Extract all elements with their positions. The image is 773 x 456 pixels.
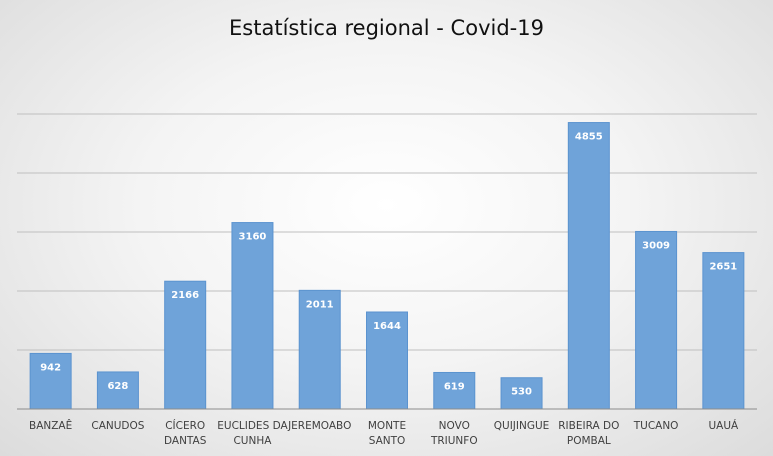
category-label-line: CANUDOS: [91, 420, 144, 432]
category-label-line: CÍCERO: [165, 419, 205, 432]
bar: [29, 352, 72, 410]
bar: [433, 371, 476, 410]
category-label: CÍCERO DANTAS: [164, 419, 207, 447]
category-label-line: UAUÁ: [708, 419, 739, 432]
bar: [298, 289, 341, 410]
data-label: 2011: [306, 299, 334, 310]
category-label-line: POMBAL: [567, 435, 611, 447]
bar: [635, 230, 678, 410]
category-label-line: JEREMOABO: [287, 420, 351, 432]
data-label: 2651: [709, 262, 737, 273]
category-label: EUCLIDES DA CUNHA: [217, 420, 288, 447]
category-label-line: SANTO: [369, 435, 406, 447]
category-label: QUIJINGUE: [494, 420, 550, 432]
category-label-line: TUCANO: [633, 420, 679, 432]
data-label: 1644: [373, 321, 401, 332]
bar: [366, 311, 408, 410]
category-label: BANZAÊ: [29, 419, 72, 432]
bar: [500, 377, 543, 410]
category-label: JEREMOABO: [287, 420, 351, 432]
category-label-line: MONTE: [368, 420, 406, 432]
category-label-line: RIBEIRA DO: [558, 420, 619, 432]
bar: [702, 252, 745, 410]
category-label-line: NOVO: [439, 420, 470, 432]
category-label-line: BANZAÊ: [29, 419, 72, 432]
category-label-line: TRIUNFO: [430, 435, 478, 447]
category-label: MONTE SANTO: [368, 420, 406, 447]
data-label: 3160: [239, 232, 267, 243]
data-label: 628: [107, 381, 128, 392]
category-label: UAUÁ: [708, 419, 739, 432]
data-label: 3009: [642, 240, 670, 251]
category-label: CANUDOS: [91, 420, 144, 432]
chart-title: Estatística regional - Covid-19: [229, 16, 544, 40]
data-label: 530: [511, 387, 532, 398]
category-label-line: DANTAS: [164, 435, 207, 447]
category-label-line: QUIJINGUE: [494, 420, 550, 432]
category-label-line: EUCLIDES DA: [217, 420, 288, 432]
category-label: TUCANO: [633, 420, 679, 432]
data-label: 4855: [575, 132, 603, 143]
bar: [164, 280, 207, 410]
data-label: 942: [40, 362, 61, 373]
bar: [567, 122, 610, 410]
category-label: NOVO TRIUNFO: [430, 420, 478, 447]
data-label: 619: [444, 381, 465, 392]
data-label: 2166: [171, 290, 199, 301]
category-label-line: CUNHA: [233, 435, 272, 447]
category-label: RIBEIRA DO POMBAL: [558, 420, 619, 447]
bar: [231, 222, 274, 410]
